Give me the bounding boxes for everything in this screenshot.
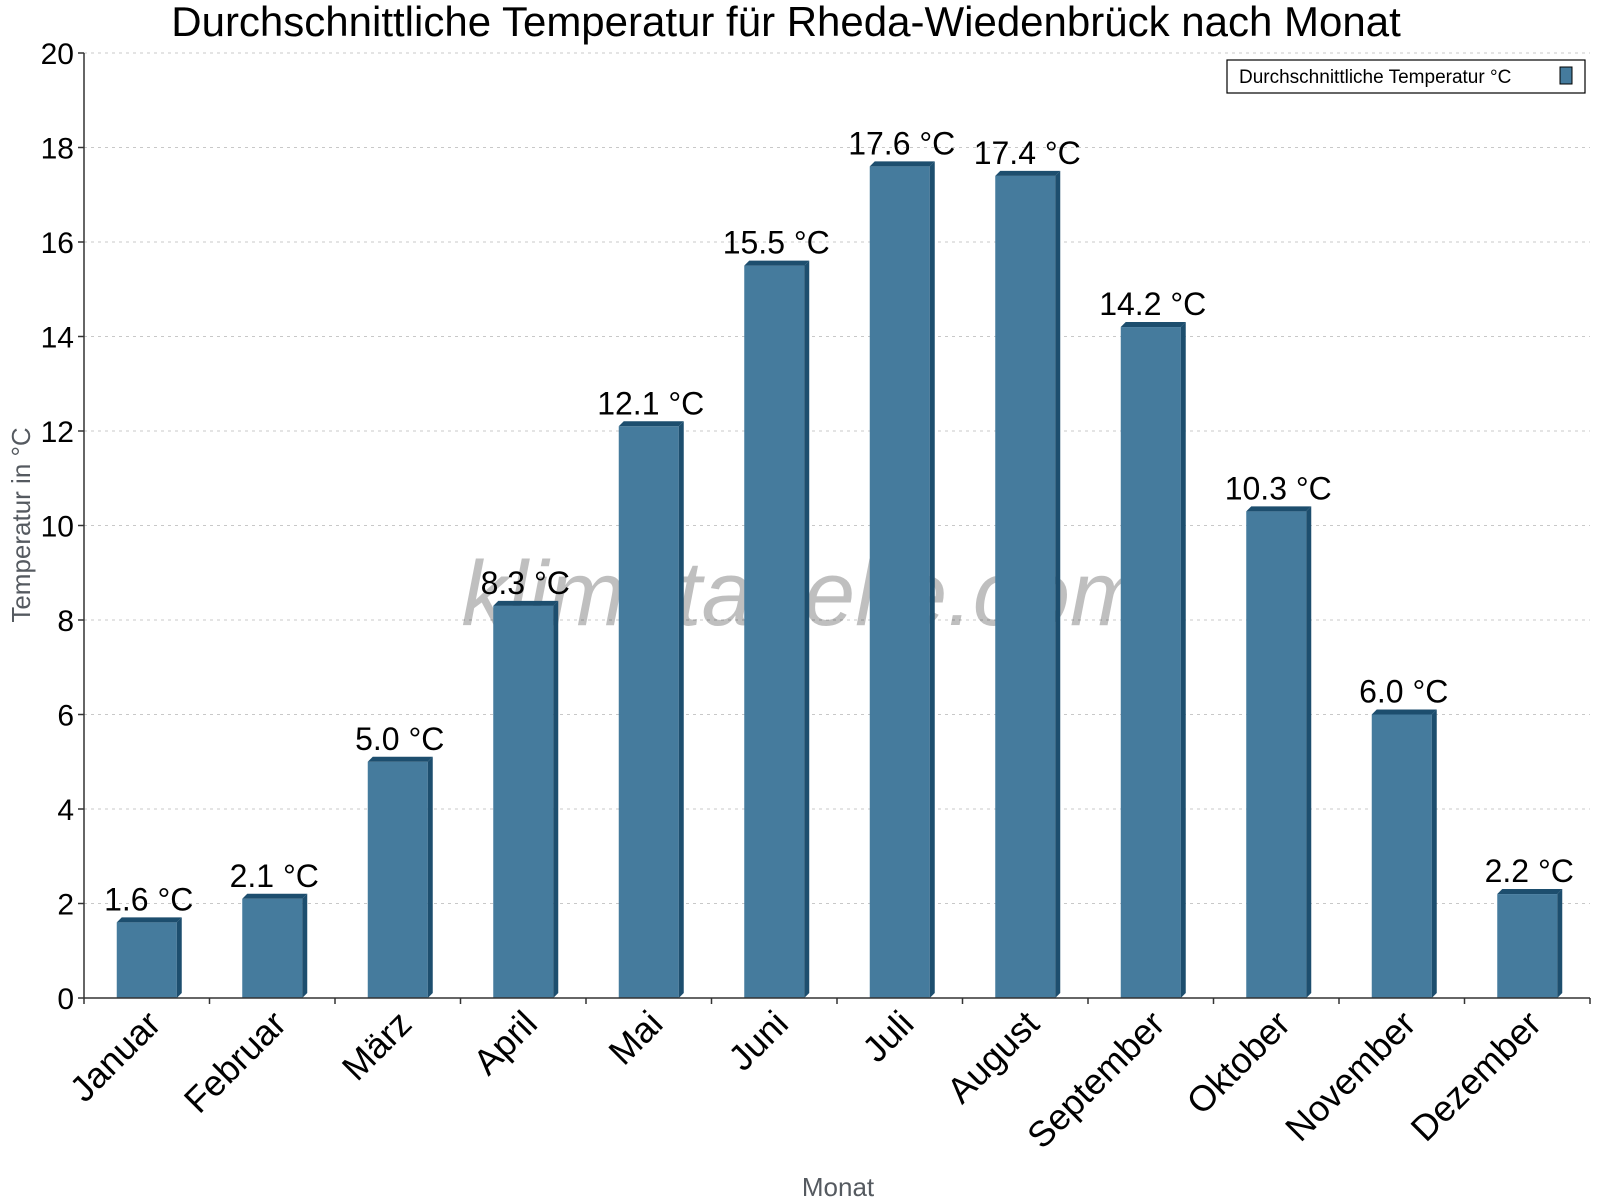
bar-mrz [367, 756, 433, 998]
y-tick-label: 12 [41, 416, 74, 449]
y-tick-label: 6 [57, 700, 74, 733]
bar-top [1371, 709, 1437, 715]
data-label: 12.1 °C [597, 385, 704, 421]
bars [116, 161, 1563, 999]
bar-februar [242, 893, 308, 998]
data-label: 8.3 °C [481, 565, 570, 601]
bar-november [1371, 709, 1437, 998]
data-label: 6.0 °C [1359, 674, 1448, 710]
legend: Durchschnittliche Temperatur °C [1226, 59, 1586, 94]
bar-face [1120, 327, 1181, 998]
y-tick-label: 8 [57, 605, 74, 638]
bar-juni [744, 260, 810, 998]
bar-face [744, 265, 805, 998]
bar-face [869, 166, 930, 998]
bar-september [1120, 322, 1186, 998]
bar-oktober [1246, 506, 1312, 998]
bar-face [116, 922, 177, 998]
bar-side [1431, 709, 1437, 998]
bar-side [1306, 506, 1312, 998]
bar-top [1497, 889, 1563, 895]
bar-top [367, 756, 433, 762]
legend-swatch [1559, 66, 1573, 85]
bar-top [116, 917, 182, 923]
bar-top [995, 170, 1061, 176]
data-label: 2.2 °C [1485, 853, 1574, 889]
bar-side [427, 756, 433, 998]
bar-side [1557, 889, 1563, 998]
data-label: 15.5 °C [723, 225, 830, 261]
y-tick-label: 14 [41, 322, 74, 355]
bar-side [1055, 170, 1061, 999]
bar-juli [869, 161, 935, 998]
bar-top [744, 260, 810, 266]
bar-face [618, 426, 679, 998]
bar-side [929, 161, 935, 998]
bar-face [242, 898, 303, 998]
bar-januar [116, 917, 182, 998]
data-label: 1.6 °C [104, 881, 193, 917]
data-label: 17.4 °C [974, 135, 1081, 171]
bar-face [995, 175, 1056, 999]
y-tick-label: 20 [41, 38, 74, 71]
y-tick-label: 18 [41, 133, 74, 166]
bar-top [1246, 506, 1312, 512]
x-axis-title: Monat [802, 1172, 875, 1200]
bar-side [176, 917, 182, 998]
data-label: 5.0 °C [355, 721, 444, 757]
bar-face [1497, 894, 1558, 998]
y-tick-label: 16 [41, 227, 74, 260]
chart-title: Durchschnittliche Temperatur für Rheda-W… [171, 0, 1401, 45]
data-labels: 1.6 °C 2.1 °C 5.0 °C 8.3 °C 12.1 °C 15.5 °C 17… [104, 125, 1574, 917]
legend-label: Durchschnittliche Temperatur °C [1239, 67, 1511, 88]
bar-side [302, 893, 308, 998]
data-label: 2.1 °C [230, 858, 319, 894]
bar-side [553, 600, 559, 998]
bar-top [869, 161, 935, 167]
bar-april [493, 600, 559, 998]
bar-top [1120, 322, 1186, 328]
bar-side [1180, 322, 1186, 998]
data-label: 17.6 °C [848, 125, 955, 161]
bar-top [242, 893, 308, 899]
bar-side [804, 260, 810, 998]
y-axis-ticks: 0 2 4 6 8 10 12 14 16 18 20 [41, 38, 84, 1016]
legend-box [1226, 59, 1586, 94]
bar-face [493, 605, 554, 998]
y-tick-label: 2 [57, 889, 74, 922]
bar-dezember [1497, 889, 1563, 998]
y-tick-label: 0 [57, 983, 74, 1016]
bar-side [678, 421, 684, 998]
gridlines [84, 52, 1590, 904]
bar-face [1371, 714, 1432, 998]
bar-top [618, 421, 684, 427]
bar-face [1246, 511, 1307, 998]
data-label: 10.3 °C [1225, 470, 1332, 506]
y-tick-label: 10 [41, 511, 74, 544]
bar-face [367, 761, 428, 998]
bar-august [995, 170, 1061, 999]
bar-top [493, 600, 559, 606]
data-label: 14.2 °C [1099, 286, 1206, 322]
y-axis-title: Temperatur in °C [6, 427, 36, 622]
bar-mai [618, 421, 684, 998]
y-tick-label: 4 [57, 794, 74, 827]
